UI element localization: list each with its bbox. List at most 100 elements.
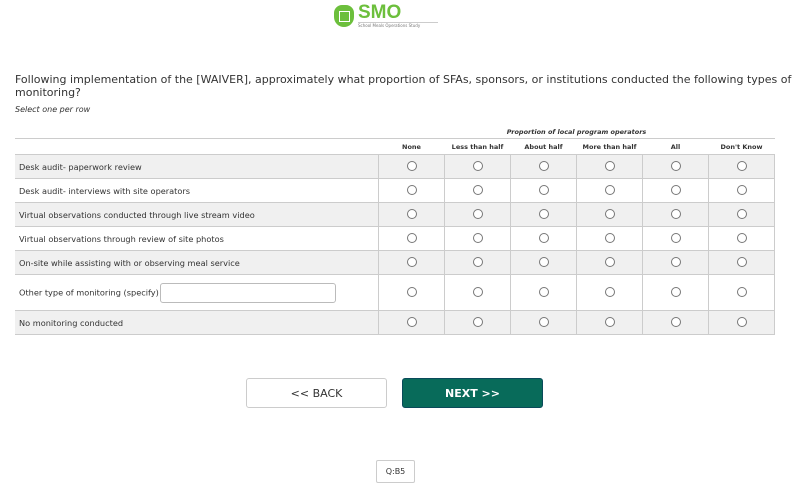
radio-button[interactable] bbox=[406, 184, 417, 195]
radio-button[interactable] bbox=[736, 232, 747, 243]
radio-button[interactable] bbox=[604, 232, 615, 243]
radio-button[interactable] bbox=[670, 160, 681, 171]
question-text: Following implementation of the [WAIVER]… bbox=[15, 73, 792, 99]
radio-cell bbox=[378, 310, 445, 335]
radio-button[interactable] bbox=[472, 316, 483, 327]
radio-cell bbox=[378, 202, 445, 227]
radio-button[interactable] bbox=[736, 256, 747, 267]
radio-button[interactable] bbox=[472, 232, 483, 243]
radio-button[interactable] bbox=[472, 184, 483, 195]
radio-cell bbox=[708, 178, 775, 203]
logo: SMO School Meals Operations Study bbox=[334, 3, 438, 28]
group-header: Proportion of local program operators bbox=[378, 125, 775, 139]
radio-button[interactable] bbox=[538, 232, 549, 243]
radio-cell bbox=[576, 250, 643, 275]
radio-button[interactable] bbox=[604, 208, 615, 219]
radio-button[interactable] bbox=[472, 160, 483, 171]
radio-button[interactable] bbox=[406, 316, 417, 327]
logo-title: SMO bbox=[358, 2, 402, 23]
radio-cell bbox=[576, 178, 643, 203]
radio-button[interactable] bbox=[406, 256, 417, 267]
radio-cell bbox=[510, 250, 577, 275]
radio-cell bbox=[708, 202, 775, 227]
column-header: Less than half bbox=[444, 138, 511, 155]
table-row: Other type of monitoring (specify) bbox=[15, 274, 775, 311]
radio-button[interactable] bbox=[406, 160, 417, 171]
radio-cell bbox=[642, 310, 709, 335]
radio-button[interactable] bbox=[736, 316, 747, 327]
radio-cell bbox=[642, 154, 709, 179]
radio-button[interactable] bbox=[736, 286, 747, 297]
radio-button[interactable] bbox=[670, 208, 681, 219]
row-label: Other type of monitoring (specify) bbox=[19, 287, 159, 297]
radio-button[interactable] bbox=[670, 286, 681, 297]
column-header: About half bbox=[510, 138, 577, 155]
radio-cell bbox=[444, 154, 511, 179]
radio-cell bbox=[444, 274, 511, 311]
table-row: Desk audit- paperwork review bbox=[15, 154, 775, 179]
radio-button[interactable] bbox=[736, 160, 747, 171]
radio-cell bbox=[708, 226, 775, 251]
radio-button[interactable] bbox=[670, 232, 681, 243]
radio-button[interactable] bbox=[670, 256, 681, 267]
radio-button[interactable] bbox=[736, 184, 747, 195]
radio-cell bbox=[510, 310, 577, 335]
radio-cell bbox=[444, 226, 511, 251]
radio-cell bbox=[378, 226, 445, 251]
radio-cell bbox=[642, 178, 709, 203]
radio-cell bbox=[708, 274, 775, 311]
radio-button[interactable] bbox=[538, 286, 549, 297]
radio-cell bbox=[510, 274, 577, 311]
radio-button[interactable] bbox=[538, 208, 549, 219]
radio-cell bbox=[444, 310, 511, 335]
row-label: Virtual observations conducted through l… bbox=[19, 209, 255, 220]
next-button[interactable]: NEXT >> bbox=[402, 378, 543, 408]
row-label: Desk audit- paperwork review bbox=[19, 161, 142, 172]
radio-button[interactable] bbox=[670, 316, 681, 327]
radio-cell bbox=[378, 178, 445, 203]
radio-button[interactable] bbox=[736, 208, 747, 219]
column-header: Don't Know bbox=[708, 138, 775, 155]
radio-button[interactable] bbox=[604, 256, 615, 267]
radio-button[interactable] bbox=[604, 160, 615, 171]
radio-button[interactable] bbox=[538, 316, 549, 327]
radio-button[interactable] bbox=[604, 286, 615, 297]
specify-input[interactable] bbox=[159, 282, 336, 303]
table-row: Desk audit- interviews with site operato… bbox=[15, 178, 775, 203]
radio-button[interactable] bbox=[670, 184, 681, 195]
radio-button[interactable] bbox=[538, 256, 549, 267]
radio-button[interactable] bbox=[538, 184, 549, 195]
radio-cell bbox=[576, 226, 643, 251]
radio-cell bbox=[444, 202, 511, 227]
radio-cell bbox=[378, 274, 445, 311]
column-header: All bbox=[642, 138, 709, 155]
radio-cell bbox=[642, 274, 709, 311]
radio-button[interactable] bbox=[538, 160, 549, 171]
radio-button[interactable] bbox=[604, 316, 615, 327]
column-header: More than half bbox=[576, 138, 643, 155]
radio-button[interactable] bbox=[472, 286, 483, 297]
response-grid: Proportion of local program operators No… bbox=[15, 125, 775, 335]
row-label: Desk audit- interviews with site operato… bbox=[19, 185, 191, 196]
radio-button[interactable] bbox=[406, 286, 417, 297]
table-row: On-site while assisting with or observin… bbox=[15, 250, 775, 275]
radio-button[interactable] bbox=[472, 208, 483, 219]
radio-button[interactable] bbox=[406, 208, 417, 219]
back-button[interactable]: << BACK bbox=[246, 378, 387, 408]
radio-cell bbox=[510, 226, 577, 251]
logo-subtitle: School Meals Operations Study bbox=[358, 22, 438, 28]
radio-button[interactable] bbox=[472, 256, 483, 267]
radio-cell bbox=[642, 202, 709, 227]
radio-cell bbox=[708, 154, 775, 179]
radio-button[interactable] bbox=[406, 232, 417, 243]
radio-button[interactable] bbox=[604, 184, 615, 195]
radio-cell bbox=[576, 310, 643, 335]
row-label: No monitoring conducted bbox=[19, 317, 124, 328]
table-row: No monitoring conducted bbox=[15, 310, 775, 335]
radio-cell bbox=[576, 202, 643, 227]
radio-cell bbox=[510, 178, 577, 203]
radio-cell bbox=[708, 250, 775, 275]
radio-cell bbox=[708, 310, 775, 335]
apple-checkbox-icon bbox=[334, 4, 354, 27]
table-row: Virtual observations through review of s… bbox=[15, 226, 775, 251]
